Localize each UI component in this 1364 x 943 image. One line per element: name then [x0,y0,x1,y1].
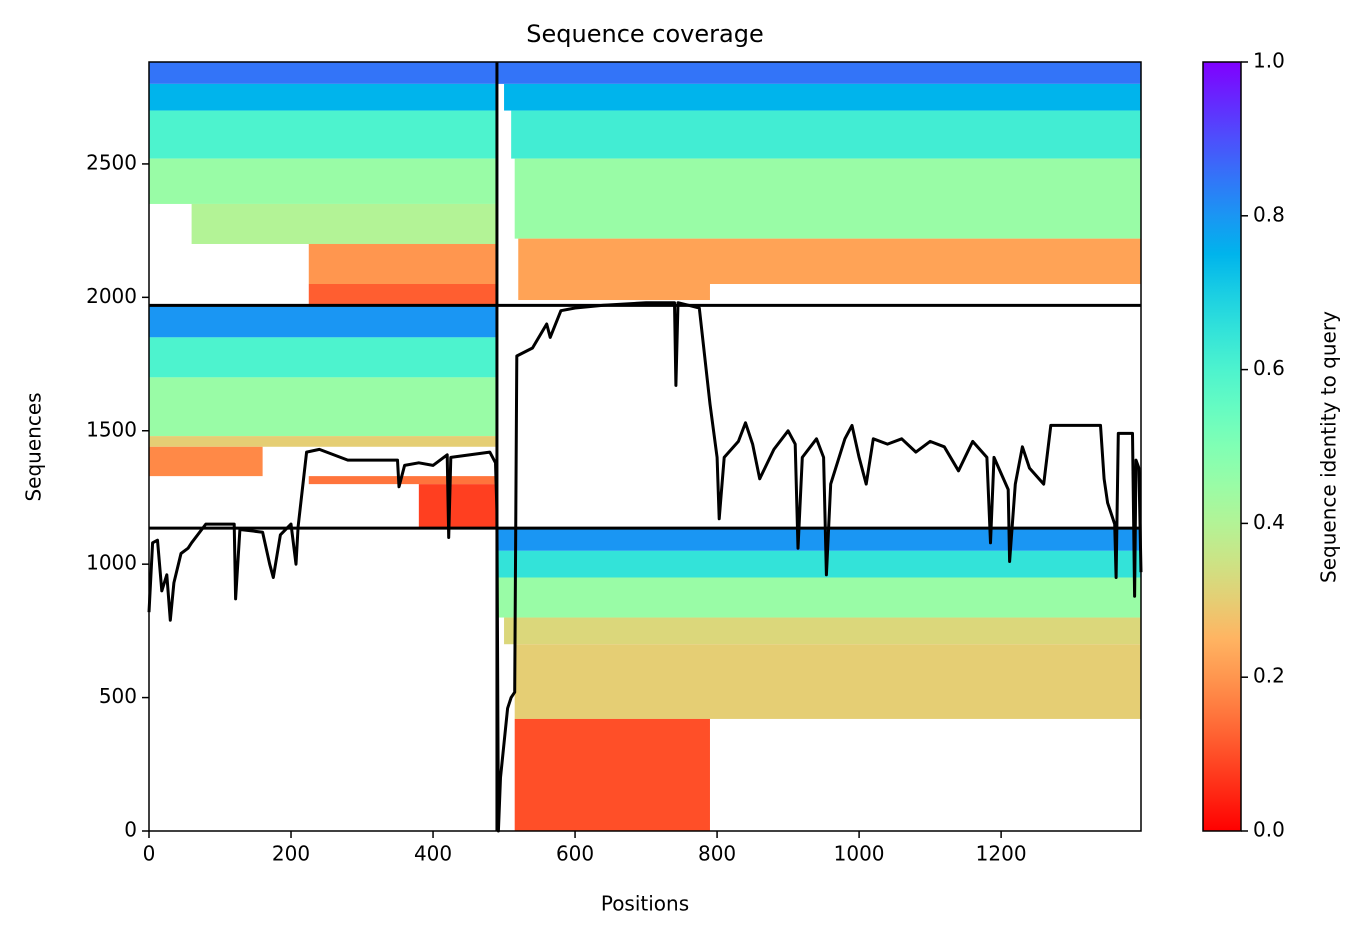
coverage-block [191,203,497,244]
colorbar-tick-label: 1.0 [1253,49,1285,73]
coverage-block [504,83,1142,111]
coverage-block [518,238,1141,285]
x-tick-label: 600 [556,842,594,866]
x-tick-label: 400 [414,842,452,866]
coverage-block [149,158,497,204]
y-tick-label: 1000 [86,551,137,575]
colorbar-label: Sequence identity to query [1317,311,1341,583]
coverage-line [147,301,1143,833]
coverage-block [496,528,1142,551]
colorbar-tick-label: 0.8 [1253,202,1285,226]
coverage-block [149,305,497,338]
coverage-block [496,550,1142,578]
y-tick-label: 1500 [86,417,137,441]
x-tick-label: 1200 [976,842,1027,866]
y-tick-label: 2500 [86,150,137,174]
coverage-block [504,617,1142,645]
coverage-block [418,484,497,529]
y-axis-label: Sequences [22,392,46,501]
coverage-block [511,110,1141,159]
coverage-block [514,158,1141,239]
colorbar-tick-label: 0.6 [1253,356,1285,380]
plot-frame [148,61,1142,832]
coverage-block [149,83,497,111]
colorbar-tick-label: 0.2 [1253,664,1285,688]
x-tick-label: 800 [698,842,736,866]
colorbar [1202,61,1242,832]
x-axis-label: Positions [601,892,689,916]
x-tick-label: 1000 [834,842,885,866]
coverage-block [149,337,497,378]
chart-title: Sequence coverage [526,20,763,48]
x-tick-label: 0 [143,842,156,866]
y-tick-label: 500 [99,684,137,708]
y-tick-label: 2000 [86,284,137,308]
y-tick-label: 0 [124,818,137,842]
colorbar-tick-label: 0.4 [1253,510,1285,534]
coverage-block [149,446,263,477]
coverage-block [514,718,710,831]
coverage-block [308,284,497,306]
coverage-block [514,644,1141,719]
coverage-block [308,476,497,485]
coverage-block [149,436,497,447]
coverage-block [496,62,1142,84]
coverage-block [149,62,497,84]
coverage-block [518,284,710,301]
x-tick-label: 200 [272,842,310,866]
coverage-block [496,577,1142,618]
coverage-block [149,110,497,159]
coverage-block [149,377,497,437]
coverage-block [308,243,497,285]
colorbar-tick-label: 0.0 [1253,818,1285,842]
